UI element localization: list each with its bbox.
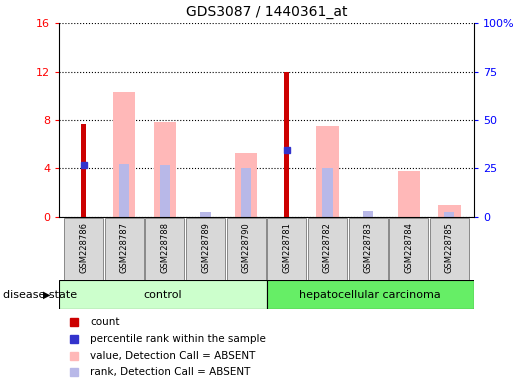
Bar xyxy=(119,164,129,217)
Text: GSM228789: GSM228789 xyxy=(201,222,210,273)
Bar xyxy=(389,218,428,280)
Bar xyxy=(81,124,86,217)
Text: GSM228782: GSM228782 xyxy=(323,222,332,273)
Text: GSM228781: GSM228781 xyxy=(282,222,291,273)
Bar xyxy=(186,218,225,280)
Bar xyxy=(398,171,420,217)
Text: disease state: disease state xyxy=(3,290,77,300)
Bar xyxy=(64,218,103,280)
Bar xyxy=(227,218,266,280)
Text: GSM228788: GSM228788 xyxy=(160,222,169,273)
Bar xyxy=(349,218,388,280)
Text: control: control xyxy=(144,290,182,300)
Bar xyxy=(59,280,267,309)
Text: GSM228783: GSM228783 xyxy=(364,222,373,273)
Text: GSM228790: GSM228790 xyxy=(242,222,251,273)
Bar xyxy=(363,211,373,217)
Text: hepatocellular carcinoma: hepatocellular carcinoma xyxy=(299,290,441,300)
Bar xyxy=(145,218,184,280)
Bar xyxy=(81,165,86,217)
Text: GSM228787: GSM228787 xyxy=(120,222,129,273)
Bar xyxy=(308,218,347,280)
Bar xyxy=(444,212,455,217)
Bar xyxy=(267,280,474,309)
Text: ▶: ▶ xyxy=(43,290,50,300)
Text: GSM228786: GSM228786 xyxy=(79,222,88,273)
Bar xyxy=(438,205,460,217)
Title: GDS3087 / 1440361_at: GDS3087 / 1440361_at xyxy=(186,5,347,19)
Bar xyxy=(316,126,339,217)
Text: value, Detection Call = ABSENT: value, Detection Call = ABSENT xyxy=(90,351,255,361)
Bar xyxy=(241,169,251,217)
Bar xyxy=(267,218,306,280)
Bar xyxy=(200,212,211,217)
Bar xyxy=(160,165,170,217)
Bar xyxy=(105,218,144,280)
Bar xyxy=(430,218,469,280)
Text: percentile rank within the sample: percentile rank within the sample xyxy=(90,334,266,344)
Text: rank, Detection Call = ABSENT: rank, Detection Call = ABSENT xyxy=(90,367,251,377)
Bar xyxy=(322,169,333,217)
Text: GSM228784: GSM228784 xyxy=(404,222,413,273)
Bar xyxy=(235,153,258,217)
Bar xyxy=(284,150,289,217)
Bar xyxy=(153,122,176,217)
Text: count: count xyxy=(90,317,120,327)
Text: GSM228785: GSM228785 xyxy=(445,222,454,273)
Bar xyxy=(284,71,289,217)
Bar xyxy=(113,92,135,217)
